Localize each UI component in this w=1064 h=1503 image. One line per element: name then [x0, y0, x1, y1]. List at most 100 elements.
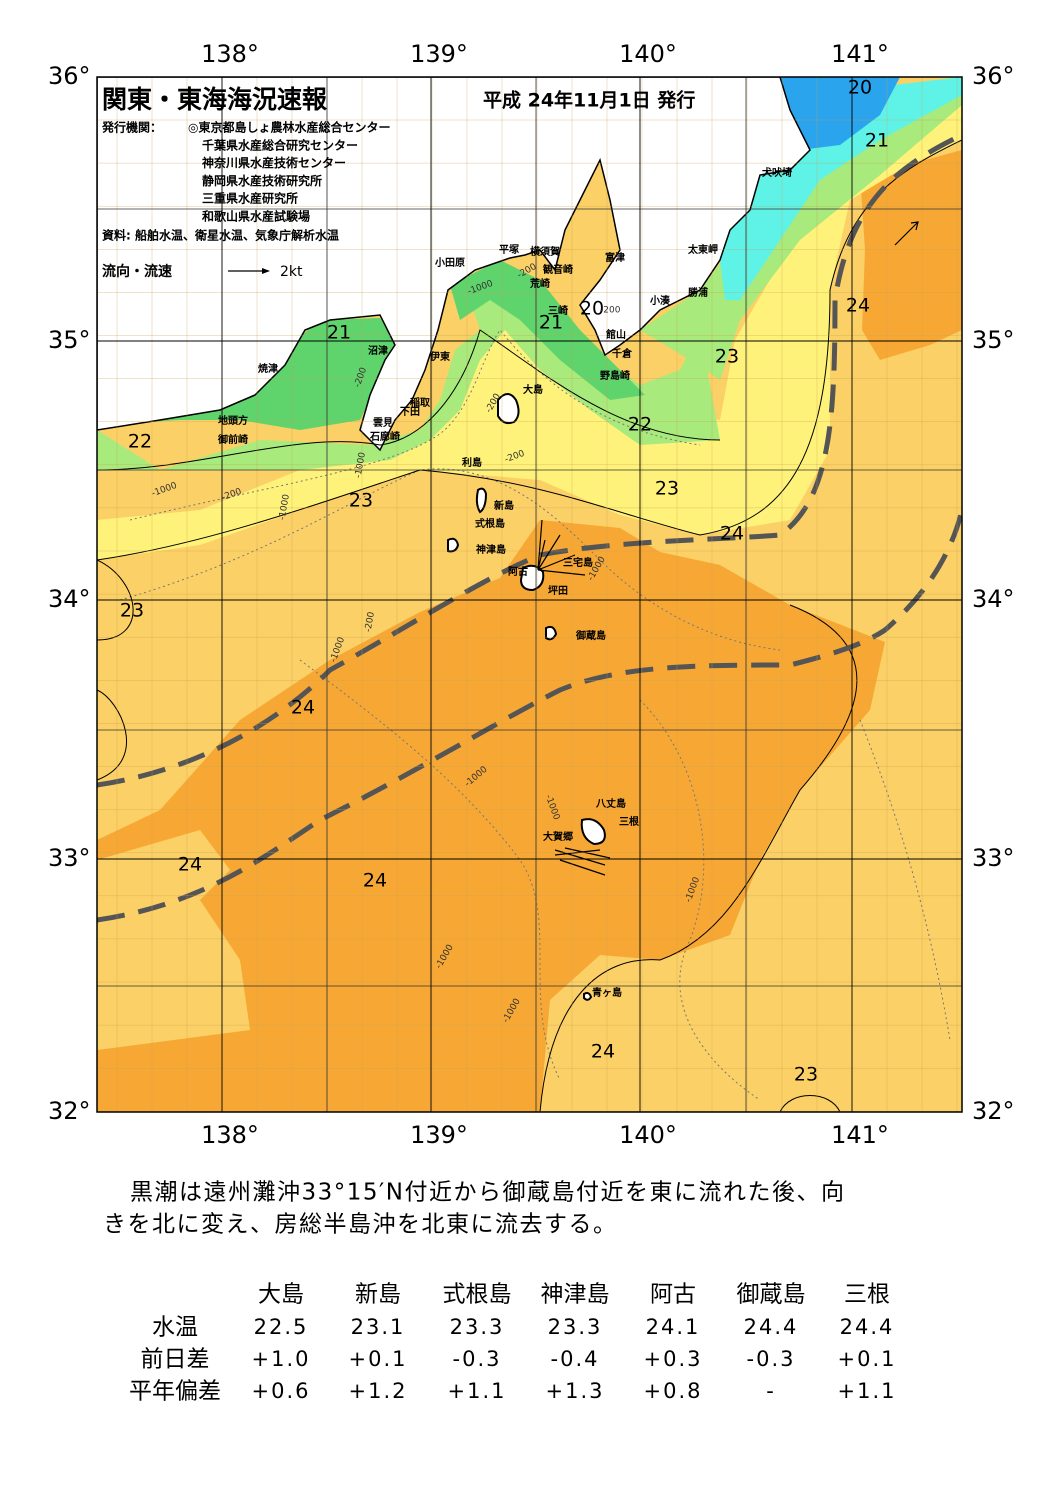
place-name: 焼津 — [258, 362, 278, 375]
place-name: 下田 — [400, 406, 420, 418]
date: 平成 24年11月1日 発行 — [483, 89, 695, 112]
sea-24 — [860, 150, 962, 360]
land — [97, 77, 811, 452]
isotherm-label: 20 — [848, 77, 872, 99]
isotherm-label: 23 — [349, 490, 373, 512]
isotherm-label: 24 — [720, 523, 744, 545]
issuer: 千葉県水産総合研究センター — [202, 137, 358, 152]
lat-label: 35° — [972, 326, 1015, 354]
place-name: 小湊 — [649, 294, 671, 307]
place-name: 坪田 — [548, 584, 568, 597]
isotherm-label: 23 — [120, 600, 144, 622]
table-cell: +0.3 — [644, 1347, 703, 1371]
sea-21 — [450, 260, 645, 400]
isotherm-label: 24 — [291, 697, 315, 719]
map-frame — [96, 76, 963, 1113]
table-header: 神津島 — [541, 1282, 610, 1308]
isotherm-label: 22 — [628, 414, 652, 436]
issuer-label: 発行機関： — [101, 120, 162, 135]
lat-label: 35° — [48, 326, 91, 354]
table-cell: - — [766, 1379, 776, 1403]
lon-label: 141° — [831, 40, 889, 68]
place-name: 野島崎 — [600, 369, 630, 382]
place-name: 雲見 — [373, 417, 393, 429]
table-header: 阿古 — [650, 1282, 696, 1308]
place-name: 三宅島 — [563, 556, 593, 569]
lon-label: 138° — [201, 1121, 259, 1149]
issuer: 神奈川県水産技術センター — [202, 155, 346, 170]
place-name: 地頭方 — [218, 414, 248, 427]
lat-label: 36° — [972, 62, 1015, 90]
place-name: 稲取 — [410, 396, 431, 409]
isotherm-label: 20 — [580, 298, 604, 320]
depth-contours — [119, 329, 951, 1101]
place-name: 太東岬 — [687, 243, 718, 256]
table-cell: +0.6 — [252, 1379, 311, 1403]
lon-label: 138° — [201, 40, 259, 68]
depth-label: -1000 — [354, 451, 368, 479]
table-cell: -0.3 — [747, 1347, 796, 1371]
table-cell: +1.0 — [252, 1347, 311, 1371]
place-name: 御蔵島 — [575, 629, 606, 642]
table-cell: +1.1 — [448, 1379, 507, 1403]
table-cell: 23.1 — [351, 1315, 406, 1339]
map — [97, 77, 962, 1112]
isotherm-label: 21 — [327, 322, 351, 344]
flow-scale-arrowhead — [262, 268, 270, 274]
place-name: 三崎 — [548, 304, 568, 317]
table-cell: 22.5 — [254, 1315, 309, 1339]
place-name: 大島 — [523, 383, 543, 396]
lon-label: 139° — [410, 1121, 468, 1149]
table-header: 新島 — [355, 1282, 401, 1308]
lat-label: 33° — [48, 844, 91, 872]
island — [545, 625, 558, 641]
isotherm-label: 24 — [591, 1041, 615, 1063]
lat-label: 34° — [48, 585, 91, 613]
table-header: 御蔵島 — [737, 1282, 806, 1308]
depth-label: -200 — [600, 306, 621, 316]
issuer: 静岡県水産技術研究所 — [202, 173, 322, 188]
place-name: 横須賀 — [530, 245, 560, 258]
place-name: 御前崎 — [217, 433, 248, 446]
table-cell: -0.3 — [453, 1347, 502, 1371]
isotherm-label: 23 — [655, 478, 679, 500]
lon-label: 141° — [831, 1121, 889, 1149]
island — [447, 537, 460, 553]
place-name: 平塚 — [499, 243, 519, 256]
kuroshio-axis — [97, 132, 962, 923]
place-name: 千倉 — [612, 347, 633, 360]
sea-21 — [97, 318, 400, 430]
table-cell: +1.3 — [546, 1379, 605, 1403]
depth-label: -200 — [364, 611, 377, 633]
place-name: 小田原 — [434, 256, 465, 269]
place-name: 阿古 — [508, 565, 528, 578]
island — [583, 992, 593, 1001]
summary-line: きを北に変え、房総半島沖を北東に流去する。 — [103, 1212, 618, 1238]
sea-blue — [780, 77, 900, 150]
table-header: 大島 — [258, 1282, 304, 1308]
title: 関東・東海海況速報 — [102, 85, 328, 114]
place-name: 館山 — [605, 328, 626, 341]
issuer: ◎東京都島しょ農林水産総合センター — [188, 120, 390, 135]
graticule — [97, 77, 962, 1112]
lat-label: 34° — [972, 585, 1015, 613]
island — [580, 818, 606, 846]
table-cell: 23.3 — [548, 1315, 603, 1339]
isotherm-label: 22 — [128, 431, 152, 453]
lat-label: 33° — [972, 844, 1015, 872]
row-label: 前日差 — [141, 1347, 210, 1373]
table-cell: +1.1 — [838, 1379, 897, 1403]
lon-label: 140° — [619, 40, 677, 68]
depth-label: -1000 — [278, 493, 292, 521]
lat-label: 32° — [972, 1097, 1015, 1125]
table-cell: 24.1 — [646, 1315, 701, 1339]
isotherm-label: 24 — [178, 854, 202, 876]
table-cell: 24.4 — [840, 1315, 895, 1339]
flow-label: 流向・流速 — [102, 263, 172, 280]
place-name: 沼津 — [368, 344, 388, 357]
place-name: 八丈島 — [595, 797, 626, 810]
place-name: 勝浦 — [688, 286, 708, 299]
island — [519, 564, 545, 592]
place-name: 三根 — [619, 815, 639, 828]
